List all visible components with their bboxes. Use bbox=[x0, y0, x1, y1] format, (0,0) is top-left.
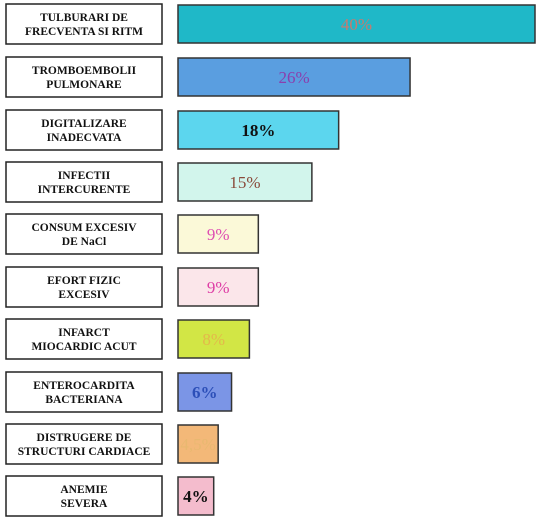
bar bbox=[177, 214, 260, 254]
category-label: DE NaCl bbox=[62, 236, 106, 248]
value-label: 8% bbox=[202, 330, 225, 349]
category-label: INFECTII bbox=[58, 170, 111, 182]
category-label-box bbox=[5, 213, 163, 255]
category-label: TROMBOEMBOLII bbox=[32, 65, 137, 77]
category-label: CONSUM EXCESIV bbox=[31, 222, 137, 234]
bar bbox=[177, 372, 233, 412]
category-label-box bbox=[5, 266, 163, 308]
category-label: DIGITALIZARE bbox=[41, 118, 127, 130]
value-label: 9% bbox=[207, 278, 230, 297]
value-label: 4% bbox=[183, 487, 209, 506]
bar-row: ANEMIE SEVERA 4% bbox=[5, 475, 215, 517]
category-label: BACTERIANA bbox=[45, 394, 123, 406]
bar-row: DISTRUGERE DE STRUCTURI CARDIACE 4,5% bbox=[5, 423, 219, 465]
bar bbox=[177, 476, 215, 516]
category-label: TULBURARI DE bbox=[40, 12, 128, 24]
value-label: 9% bbox=[207, 225, 230, 244]
value-label: 15% bbox=[229, 173, 260, 192]
category-label-box bbox=[5, 475, 163, 517]
value-label: 6% bbox=[192, 383, 218, 402]
bar bbox=[177, 57, 411, 97]
bar bbox=[177, 319, 251, 359]
category-label: MIOCARDIC ACUT bbox=[31, 341, 136, 353]
bar-row: ENTEROCARDITA BACTERIANA 6% bbox=[5, 371, 233, 413]
category-label: FRECVENTA SI RITM bbox=[25, 26, 143, 38]
bar-row: DIGITALIZARE INADECVATA 18% bbox=[5, 109, 340, 151]
category-label: INADECVATA bbox=[47, 132, 122, 144]
category-label-box bbox=[5, 318, 163, 360]
bar-row: TROMBOEMBOLII PULMONARE 26% bbox=[5, 56, 411, 98]
category-label: INTERCURENTE bbox=[38, 184, 131, 196]
category-label: ENTEROCARDITA bbox=[33, 380, 135, 392]
bar bbox=[177, 424, 219, 464]
bar bbox=[177, 267, 260, 307]
category-label-box bbox=[5, 109, 163, 151]
category-label: ANEMIE bbox=[60, 484, 108, 496]
category-label-box bbox=[5, 56, 163, 98]
category-label: DISTRUGERE DE bbox=[37, 432, 132, 444]
bar bbox=[177, 4, 536, 44]
category-label-box bbox=[5, 423, 163, 465]
value-label: 40% bbox=[341, 15, 372, 34]
bar bbox=[177, 162, 313, 202]
bar-row: INFARCT MIOCARDIC ACUT 8% bbox=[5, 318, 251, 360]
category-label: INFARCT bbox=[58, 327, 110, 339]
category-label-box bbox=[5, 161, 163, 203]
bar-row: INFECTII INTERCURENTE 15% bbox=[5, 161, 313, 203]
bar-row: EFORT FIZIC EXCESIV 9% bbox=[5, 266, 260, 308]
category-label: PULMONARE bbox=[46, 79, 122, 91]
category-label-box bbox=[5, 371, 163, 413]
bar-row: CONSUM EXCESIV DE NaCl 9% bbox=[5, 213, 260, 255]
value-label: 18% bbox=[241, 121, 275, 140]
value-label: 26% bbox=[278, 68, 309, 87]
bar-row: TULBURARI DE FRECVENTA SI RITM 40% bbox=[5, 3, 536, 45]
bar bbox=[177, 110, 340, 150]
category-label: STRUCTURI CARDIACE bbox=[18, 446, 151, 458]
category-label: EFORT FIZIC bbox=[47, 275, 121, 287]
category-label: EXCESIV bbox=[58, 289, 110, 301]
category-label: SEVERA bbox=[61, 498, 108, 510]
value-label: 4,5% bbox=[180, 435, 215, 454]
category-label-box bbox=[5, 3, 163, 45]
